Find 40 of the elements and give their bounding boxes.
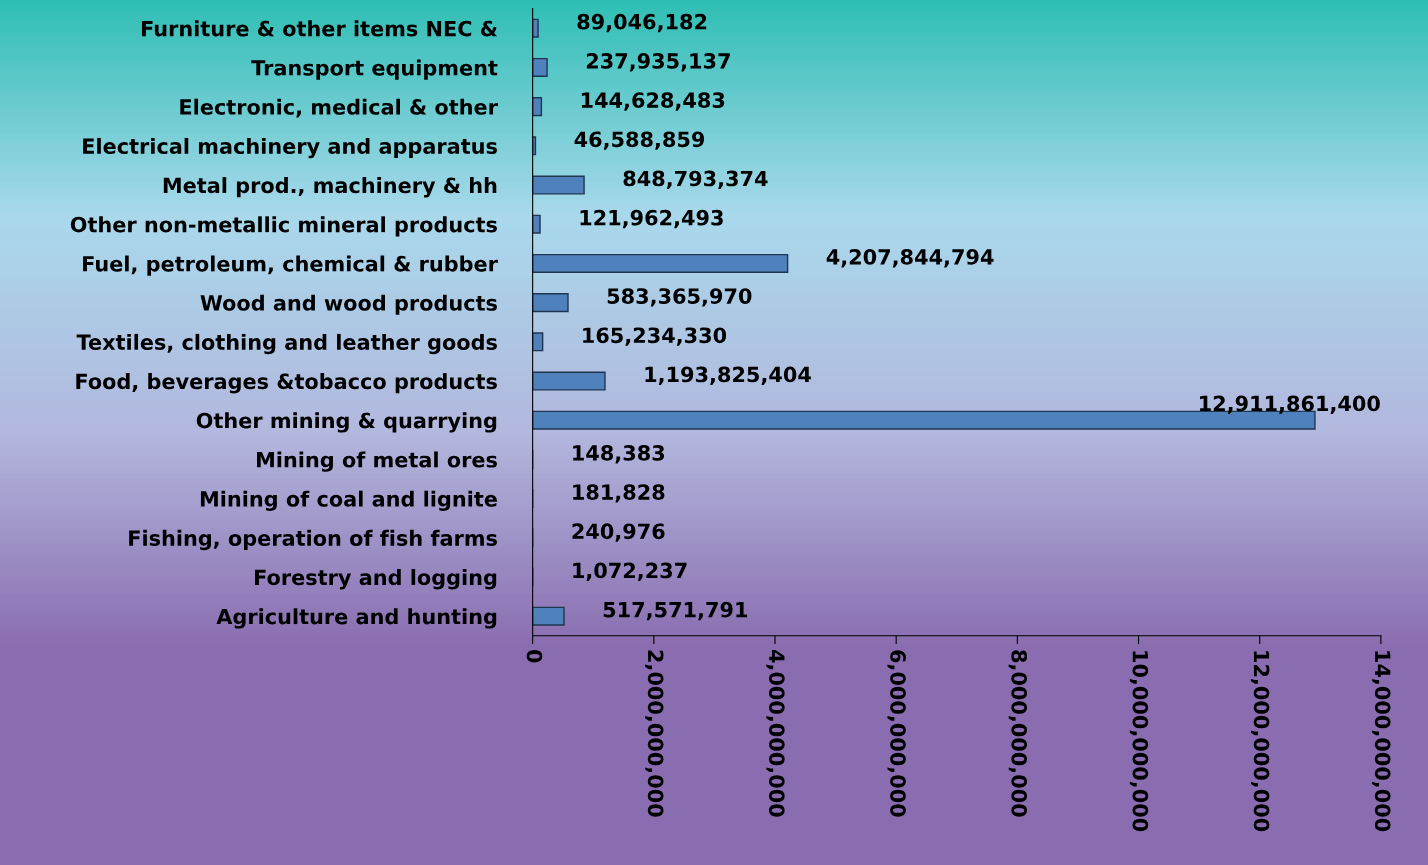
data-label: 848,793,374 xyxy=(623,170,768,190)
data-label: 165,234,330 xyxy=(583,327,727,346)
y-tick-label: Textiles, clothing and leather goods xyxy=(76,333,497,355)
y-tick-label: Agriculture and hunting xyxy=(216,608,497,629)
data-label: 121,962,493 xyxy=(580,209,723,229)
x-tick-label: 2,000,000,000 xyxy=(645,650,664,817)
data-label: 1,072,237 xyxy=(573,562,687,581)
data-label: 237,935,137 xyxy=(586,53,730,72)
y-tick-label: Other mining & quarrying xyxy=(196,412,497,433)
y-tick-label: Electronic, medical & other xyxy=(180,98,498,118)
y-tick-label: Mining of metal ores xyxy=(257,451,497,472)
x-tick-label: 10,000,000,000 xyxy=(1129,651,1149,832)
y-tick-label: Transport equipment xyxy=(251,59,498,80)
data-label: 517,571,791 xyxy=(603,601,748,621)
y-tick-label: Electrical machinery and apparatus xyxy=(83,137,497,159)
data-label: 583,365,970 xyxy=(607,288,752,307)
data-label: 181,828 xyxy=(573,484,665,503)
data-label: 144,628,483 xyxy=(581,92,725,111)
x-tick-label: 12,000,000,000 xyxy=(1250,651,1270,832)
y-tick-label: Wood and wood products xyxy=(200,294,497,315)
data-label: 148,383 xyxy=(573,444,665,464)
data-label: 4,207,844,794 xyxy=(826,249,994,268)
y-tick-label: Food, beverages &tobacco products xyxy=(76,373,497,394)
data-label: 1,193,825,404 xyxy=(645,366,811,386)
data-label: 46,588,859 xyxy=(574,131,705,150)
y-tick-label: Metal prod., machinery & hh xyxy=(163,177,497,198)
y-tick-label: Fuel, petroleum, chemical & rubber xyxy=(83,255,498,276)
data-label: 12,911,861,400 xyxy=(1200,395,1380,415)
y-tick-label: Other non-metallic mineral products xyxy=(70,216,497,237)
y-tick-label: Furniture & other items NEC & xyxy=(141,20,498,37)
x-tick-label: 0 xyxy=(526,649,543,663)
x-tick-label: 6,000,000,000 xyxy=(887,650,906,817)
data-label: 89,046,182 xyxy=(577,13,707,33)
y-tick-label: Fishing, operation of fish farms xyxy=(129,529,497,551)
x-tick-label: 4,000,000,000 xyxy=(766,649,785,817)
y-tick-label: Forestry and logging xyxy=(255,569,497,590)
x-tick-label: 8,000,000,000 xyxy=(1008,650,1028,817)
y-tick-label: Mining of coal and lignite xyxy=(200,490,497,511)
x-tick-label: 14,000,000,000 xyxy=(1372,651,1391,832)
data-label: 240,976 xyxy=(572,523,665,542)
